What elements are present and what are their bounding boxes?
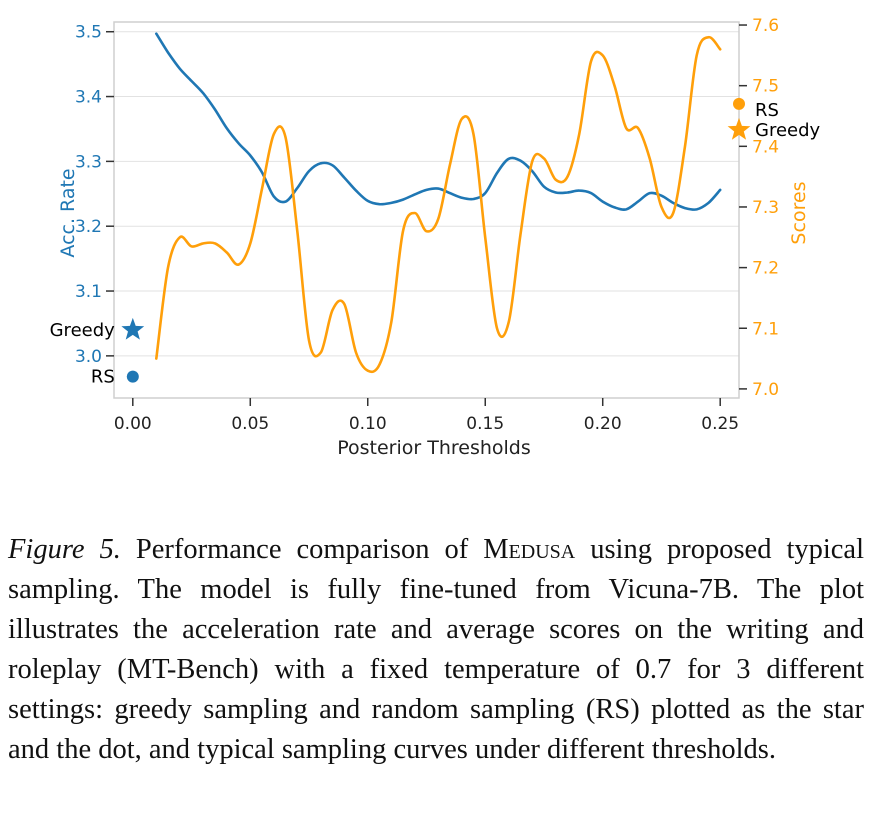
y-left-tick-label: 3.1 xyxy=(75,282,102,302)
marker-star-left xyxy=(121,317,145,340)
plot-border xyxy=(113,21,740,399)
method-name: Medusa xyxy=(483,534,576,565)
marker-label: RS xyxy=(755,100,779,121)
plot-frame xyxy=(113,21,740,399)
y-left-tick-label: 3.3 xyxy=(75,152,102,172)
marker-label: RS xyxy=(91,367,115,388)
x-tick-label: 0.15 xyxy=(466,414,504,434)
x-tick-label: 0.25 xyxy=(701,414,739,434)
y-left-tick-label: 3.2 xyxy=(75,217,102,237)
caption-text-after: using proposed typical sampling. The mod… xyxy=(8,534,864,765)
y-axis-left-label: Acc. Rate xyxy=(57,168,79,257)
gridlines xyxy=(114,31,739,357)
x-axis-label: Posterior Thresholds xyxy=(337,437,531,459)
series-layer xyxy=(155,32,722,374)
x-tick-label: 0.10 xyxy=(349,414,387,434)
figure-caption: Figure 5. Performance comparison of Medu… xyxy=(8,530,864,770)
marker-dot-left xyxy=(126,370,139,383)
y-right-tick-label: 7.0 xyxy=(752,380,779,400)
y-left-tick-label: 3.5 xyxy=(75,23,102,43)
marker-label: Greedy xyxy=(50,320,116,341)
series-line-acc-rate xyxy=(155,32,722,211)
y-right-tick-label: 7.3 xyxy=(752,198,779,218)
series-line-scores xyxy=(155,35,722,374)
axis-ticks: 3.0 3.1 3.2 3.3 3.4 3.5 7.0 7.1 7.2 7.3 7.4 7.5 7.6 0… xyxy=(75,16,779,434)
y-left-tick-label: 3.4 xyxy=(75,88,102,108)
y-right-tick-label: 7.4 xyxy=(752,137,779,157)
x-tick-label: 0.05 xyxy=(231,414,269,434)
marker-star-right xyxy=(727,117,751,140)
y-right-tick-label: 7.5 xyxy=(752,77,779,97)
marker-dot-right xyxy=(733,97,745,110)
x-tick-label: 0.00 xyxy=(114,414,152,434)
x-tick-label: 0.20 xyxy=(584,414,622,434)
caption-text-before: Performance comparison of xyxy=(120,534,484,565)
y-axis-right-label: Scores xyxy=(788,181,810,244)
dual-axis-line-chart: 3.0 3.1 3.2 3.3 3.4 3.5 7.0 7.1 7.2 7.3 7.4 7.5 7.6 0… xyxy=(50,16,821,459)
y-left-tick-label: 3.0 xyxy=(75,347,102,367)
figure-label: Figure 5. xyxy=(8,534,121,565)
y-right-tick-label: 7.2 xyxy=(752,259,779,279)
y-right-tick-label: 7.1 xyxy=(752,319,779,339)
marker-label: Greedy xyxy=(755,120,821,141)
y-right-tick-label: 7.6 xyxy=(752,16,779,36)
